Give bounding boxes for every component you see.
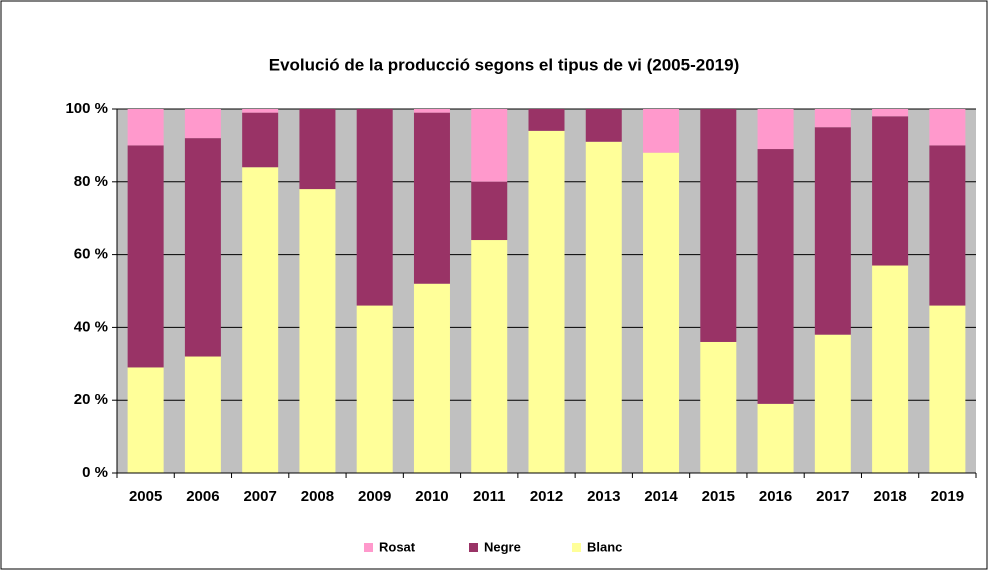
bar-segment — [413, 112, 450, 284]
bar-segment — [471, 240, 508, 473]
bar-segment — [643, 152, 680, 473]
bar-segment — [929, 145, 966, 306]
bar-segment — [299, 109, 336, 190]
chart-title: Evolució de la producció segons el tipus… — [269, 55, 739, 74]
x-tick-label: 2008 — [301, 488, 334, 505]
x-tick-label: 2014 — [644, 488, 678, 505]
y-tick-label: 20 % — [74, 391, 108, 408]
x-tick-label: 2015 — [702, 488, 735, 505]
x-tick-label: 2012 — [530, 488, 563, 505]
bar-segment — [471, 109, 508, 182]
bar-segment — [242, 167, 279, 474]
bar-segment — [757, 109, 794, 150]
legend-label: Negre — [484, 539, 521, 554]
bar-segment — [528, 130, 565, 473]
x-tick-label: 2013 — [587, 488, 620, 505]
bar-segment — [127, 367, 164, 473]
x-tick-label: 2017 — [816, 488, 849, 505]
bar-segment — [700, 341, 737, 473]
x-tick-label: 2011 — [473, 488, 506, 505]
bar-segment — [299, 189, 336, 473]
bar-segment — [700, 109, 737, 342]
y-tick-label: 0 % — [82, 464, 108, 481]
bar-segment — [356, 305, 393, 473]
x-tick-label: 2006 — [186, 488, 219, 505]
x-tick-label: 2016 — [759, 488, 792, 505]
bar-segment — [872, 265, 909, 473]
bar-segment — [528, 109, 565, 131]
bar-segment — [872, 116, 909, 266]
bar-segment — [184, 356, 221, 473]
x-tick-label: 2005 — [129, 488, 162, 505]
bar-segment — [184, 109, 221, 139]
legend-label: Rosat — [379, 539, 416, 554]
bar-segment — [929, 109, 966, 146]
bar-segment — [757, 149, 794, 404]
bar-segment — [814, 127, 851, 335]
legend-swatch — [572, 543, 581, 552]
bar-segment — [471, 181, 508, 241]
bar-segment — [814, 334, 851, 473]
y-tick-label: 40 % — [74, 318, 108, 335]
legend-swatch — [364, 543, 373, 552]
x-tick-label: 2009 — [358, 488, 391, 505]
bar-segment — [929, 305, 966, 473]
bar-segment — [814, 109, 851, 128]
bar-segment — [757, 403, 794, 473]
x-tick-label: 2019 — [931, 488, 964, 505]
bar-segment — [413, 283, 450, 473]
bar-segment — [242, 109, 279, 113]
y-tick-label: 60 % — [74, 246, 108, 263]
bar-segment — [872, 109, 909, 117]
legend-swatch — [469, 543, 478, 552]
x-tick-label: 2018 — [873, 488, 906, 505]
bar-segment — [585, 109, 622, 142]
bar-segment — [643, 109, 680, 153]
x-tick-label: 2010 — [415, 488, 448, 505]
bar-segment — [356, 109, 393, 306]
bar-segment — [585, 141, 622, 473]
x-tick-label: 2007 — [243, 488, 276, 505]
bar-segment — [413, 109, 450, 113]
bar-segment — [127, 109, 164, 146]
y-tick-label: 100 % — [65, 100, 108, 117]
bar-segment — [127, 145, 164, 368]
legend-label: Blanc — [587, 539, 622, 554]
y-tick-label: 80 % — [74, 173, 108, 190]
bar-segment — [184, 138, 221, 357]
bar-segment — [242, 112, 279, 168]
